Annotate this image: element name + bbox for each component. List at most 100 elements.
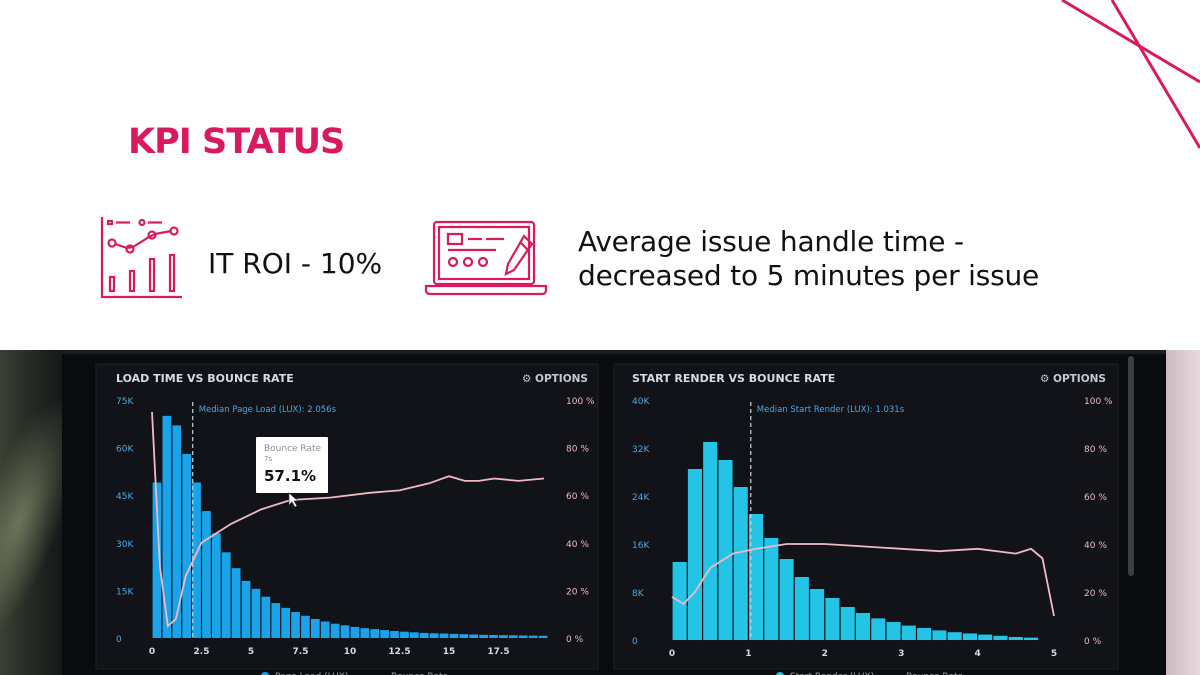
chart1-y-left-tick: 60K [116,445,134,455]
chart1-bar [459,634,469,638]
chart2-y-right-tick: 40 % [1084,541,1107,551]
chart1-legend-marker [261,672,269,675]
chart2-bar [855,613,871,640]
chart2-y-left-tick: 40K [632,397,650,407]
chart2-bar [703,442,718,640]
chart1-bar [221,552,231,638]
chart1-x-tick: 2.5 [194,647,210,657]
chart1-bar [202,511,211,638]
chart1-bar [528,635,538,638]
chart2-y-right-tick: 100 % [1084,397,1113,407]
chart2-bar [749,514,764,640]
chart1-y-left-tick: 45K [116,492,134,502]
chart1-bar [281,607,290,638]
chart1-bar [311,618,320,638]
chart1-y-left-tick: 0 [116,635,122,645]
kpi-issue-time-text: Average issue handle time - decreased to… [578,225,1039,293]
chart1-bar [172,425,182,638]
chart2-y-left-tick: 32K [632,445,650,455]
chart2-y-right-tick: 60 % [1084,493,1107,503]
chart2-title: START RENDER VS BOUNCE RATE [632,372,835,385]
chart1-bar [261,596,271,638]
chart2-y-left-tick: 16K [632,541,650,551]
kpi-issue-line-1: Average issue handle time - [578,225,964,258]
chart2-bar [886,622,901,640]
chart1-bar [162,415,172,638]
chart1-bar [152,482,162,638]
chart1-legend-bounce: Bounce Rate [391,672,449,675]
chart1-bar [469,634,479,638]
chart1-bar [429,633,439,638]
chart2-y-right-tick: 0 % [1084,637,1102,647]
chart1-bar [449,633,459,638]
chart1-x-tick: 5 [248,647,254,657]
chart1-bar [439,633,449,638]
chart1-y-right-tick: 80 % [566,445,589,455]
chart2-bar [733,487,748,640]
chart1-bar [390,631,399,638]
chart1-bar [251,588,261,638]
chart2-bar [993,635,1008,640]
chart1-tooltip [256,437,328,493]
chart1-title: LOAD TIME VS BOUNCE RATE [116,372,294,385]
chart2-x-tick: 1 [745,649,751,659]
chart2-x-tick: 0 [669,649,675,659]
chart2-bar [871,618,886,640]
chart2-options-button: ⚙ OPTIONS [1040,373,1106,385]
chart1-y-right-tick: 100 % [566,397,595,407]
chart1-bar [350,626,360,638]
chart2-bounce-rate-line [671,543,1055,617]
chart1-y-right-tick: 40 % [566,540,589,550]
chart2-y-right-tick: 80 % [1084,445,1107,455]
chart2-y-right-tick: 20 % [1084,589,1107,599]
chart1-bar [370,629,380,638]
chart1-options-button: ⚙ OPTIONS [522,373,588,385]
chart1-y-right-tick: 20 % [566,587,589,597]
chart1-tooltip-value: 57.1% [264,467,316,485]
chart2-bar [917,628,932,640]
chart2-x-tick: 2 [822,649,828,659]
scrollbar [1128,356,1134,576]
chart1-y-left-tick: 15K [116,587,134,597]
kpi-roi-text: IT ROI - 10% [208,247,383,280]
chart2-y-left-tick: 0 [632,637,638,647]
chart1-x-tick: 17.5 [487,647,509,657]
chart2-bar [825,598,840,640]
chart1-tooltip-label: Bounce Rate [264,444,322,454]
chart1-bar [291,611,300,638]
chart2-median-label: Median Start Render (LUX): 1.031s [757,405,905,415]
chart2-bar [779,559,794,640]
chart1-bar [360,628,370,638]
chart2-y-left-tick: 8K [632,589,645,599]
chart2-y-left-tick: 24K [632,493,650,503]
chart1-bar [301,615,310,638]
chart1-x-tick: 15 [443,647,456,657]
chart2-bar [901,625,916,640]
chart2-bar [840,607,855,640]
chart1-bounce-rate-line [151,411,545,628]
chart1-bar [330,623,340,638]
chart1-bar [241,580,251,638]
analytics-chart-icon [100,217,182,299]
chart1-bar [419,632,429,638]
chart2-bar [810,589,825,640]
chart1-bar [538,635,548,638]
chart1-bar [182,453,191,638]
chart1-legend-series: Page Load (LUX) [275,672,348,675]
chart1-bar [489,634,498,638]
chart2-bar [962,633,977,640]
chart2-bar [978,634,993,640]
chart1-y-right-tick: 60 % [566,492,589,502]
chart2-legend-series: Start Render (LUX) [790,672,874,675]
chart2-legend-bounce: Bounce Rate [906,672,964,675]
chart1-bar [410,632,419,638]
dashboard-charts: LOAD TIME VS BOUNCE RATE ⚙ OPTIONS 0 15K 30K… [95,363,1119,675]
chart2-x-tick: 4 [974,649,980,659]
chart2-bar [1024,637,1039,640]
chart2-bar [764,538,779,640]
chart2-x-tick: 5 [1051,649,1057,659]
chart1-x-tick: 10 [344,647,357,657]
chart1-y-right-tick: 0 % [566,635,584,645]
chart1-bar [518,635,528,638]
chart2-bar [687,469,702,640]
